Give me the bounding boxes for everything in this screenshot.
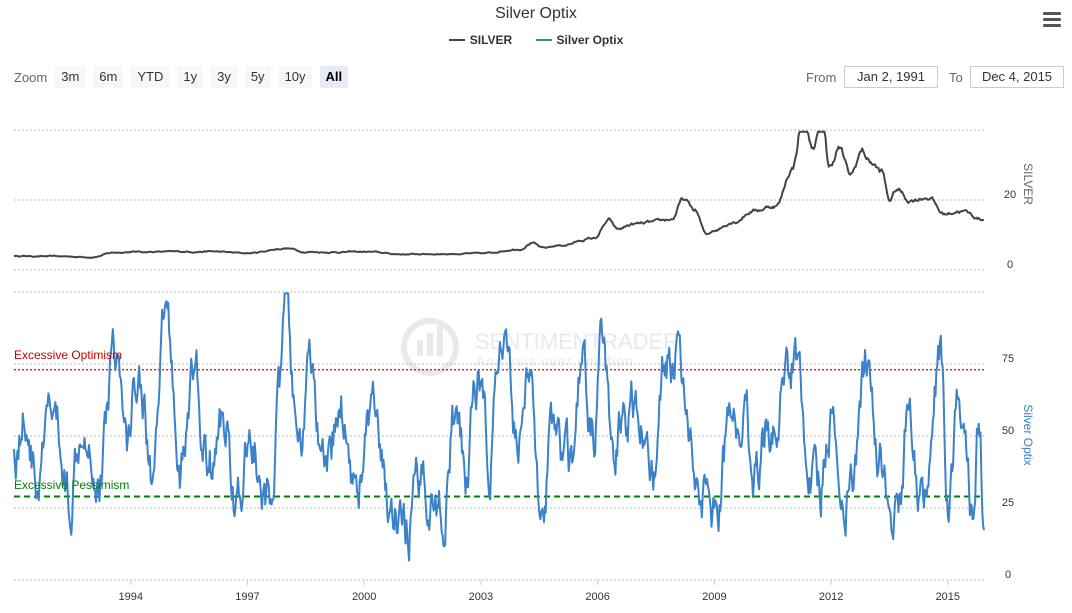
excessive-pessimism-label: Excessive Pessimism [14, 478, 129, 492]
x-tick-label: 1997 [235, 591, 259, 603]
optix-y-tick-label: 75 [1002, 353, 1014, 365]
legend: SILVER Silver Optix [0, 33, 1072, 47]
y-tick-labels: 0 20 0 25 50 75 [1002, 189, 1016, 581]
silver-axis-label: SILVER [1021, 163, 1035, 205]
from-label: From [806, 70, 837, 85]
x-tick-label: 1994 [118, 591, 142, 603]
watermark: SENTIMENTRADER Analysis over emotion [401, 318, 679, 376]
legend-label-silver-optix: Silver Optix [556, 33, 624, 47]
hamburger-menu-icon[interactable] [1040, 10, 1064, 30]
legend-swatch-silver-optix [535, 38, 552, 41]
from-date-input[interactable]: Jan 2, 1991 [844, 66, 938, 88]
legend-swatch-silver [448, 38, 465, 41]
zoom-label: Zoom [14, 69, 48, 85]
watermark-bar-3 [437, 326, 443, 356]
x-tick-label: 2012 [819, 591, 843, 603]
legend-label-silver: SILVER [469, 33, 513, 47]
zoom-ytd-button[interactable]: YTD [131, 66, 170, 88]
watermark-tagline: Analysis over emotion [476, 353, 634, 369]
x-tick-label: 2003 [469, 591, 493, 603]
x-tick-label: 2000 [352, 591, 376, 603]
legend-item-silver-optix[interactable]: Silver Optix [535, 33, 624, 47]
to-date-input[interactable]: Dec 4, 2015 [970, 66, 1064, 88]
zoom-1y-button[interactable]: 1y [177, 66, 204, 88]
silver-optix-series-line [13, 292, 985, 562]
optix-y-tick-label: 50 [1002, 425, 1014, 437]
zoom-3m-button[interactable]: 3m [55, 66, 86, 88]
zoom-6m-button[interactable]: 6m [93, 66, 124, 88]
zoom-10y-button[interactable]: 10y [278, 66, 312, 88]
zoom-bar: Zoom 3m 6m YTD 1y 3y 5y 10y All [14, 66, 356, 88]
legend-item-silver[interactable]: SILVER [448, 33, 513, 47]
excessive-optimism-label: Excessive Optimism [14, 348, 122, 362]
silver-optix-axis-label: Silver Optix [1021, 404, 1035, 465]
grid-lines [14, 129, 984, 581]
x-tick-label: 2015 [936, 591, 960, 603]
zoom-5y-button[interactable]: 5y [244, 66, 271, 88]
zoom-all-button[interactable]: All [319, 66, 349, 88]
silver-series-line [13, 130, 985, 259]
x-tick-label: 2009 [702, 591, 726, 603]
chart-title: Silver Optix [495, 5, 577, 22]
silver-y-tick-label: 0 [1007, 259, 1013, 271]
watermark-bar-1 [417, 340, 423, 356]
x-tick-label: 2006 [585, 591, 609, 603]
optix-y-tick-label: 25 [1002, 497, 1014, 509]
to-label: To [949, 70, 963, 85]
optix-y-tick-label: 0 [1005, 569, 1011, 581]
silver-y-tick-label: 20 [1004, 189, 1016, 201]
zoom-3y-button[interactable]: 3y [211, 66, 237, 88]
watermark-bar-2 [427, 333, 433, 356]
x-tick-labels: 1994 1997 2000 2003 2006 2009 2012 2015 [118, 580, 960, 603]
watermark-logo-icon [401, 318, 459, 376]
